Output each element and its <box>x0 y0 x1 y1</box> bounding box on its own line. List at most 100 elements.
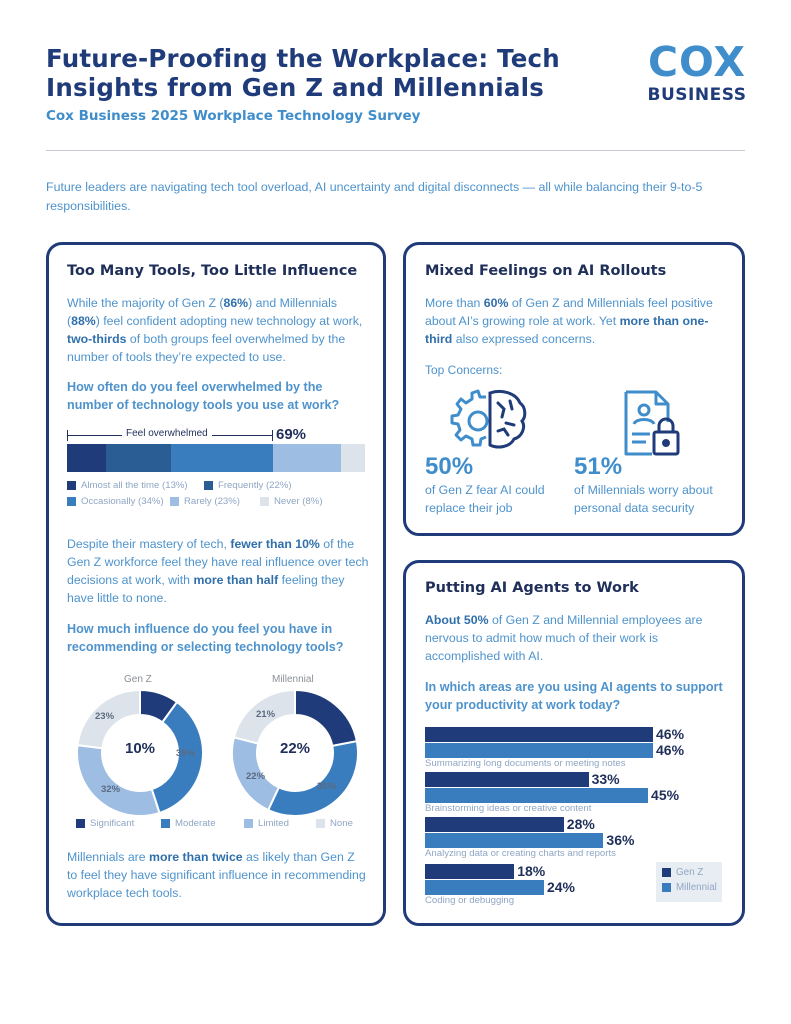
document-lock-icon <box>624 390 680 456</box>
bar-millennial-2 <box>425 833 604 848</box>
card-tools-para2: Despite their mastery of tech, fewer tha… <box>67 535 369 607</box>
t: 86% <box>223 296 249 310</box>
legend-moderate: Moderate <box>161 818 216 829</box>
card-too-many-tools <box>46 242 386 926</box>
t: of Gen Z and Millennial employees are ne… <box>425 613 703 663</box>
bar-category-label: Summarizing long documents or meeting no… <box>425 758 626 769</box>
card-tools-para1: While the majority of Gen Z (86%) and Mi… <box>67 294 367 366</box>
t: of Gen Z and Millennials feel positive a… <box>425 296 713 328</box>
bar-value-label: 33% <box>591 771 620 787</box>
legend-label: Significant <box>90 818 135 829</box>
bar-value-label: 18% <box>517 863 546 879</box>
donut-millennial-label-limited: 22% <box>246 771 266 782</box>
legend-label: Millennial <box>676 882 717 893</box>
donut-genz-label-moderate: 35% <box>176 748 196 759</box>
card-agents-heading: Putting AI Agents to Work <box>425 580 639 596</box>
card-ai-heading: Mixed Feelings on AI Rollouts <box>425 263 667 279</box>
legend-never: Never (8%) <box>260 496 323 507</box>
bar-millennial-3 <box>425 880 544 895</box>
t: fewer than 10% <box>230 537 320 551</box>
t: feeling they have little to none. <box>67 573 345 605</box>
t: ) and Millennials ( <box>67 296 337 328</box>
donut-slice-gen-z-limited <box>76 743 161 817</box>
bar-category-label: Analyzing data or creating charts and re… <box>425 848 616 859</box>
overwhelmed-bracket-right-tick <box>272 430 273 441</box>
t: ) feel confident adopting new technology… <box>95 314 363 328</box>
t: Millennials are <box>67 850 150 864</box>
bar-value-label: 46% <box>656 742 685 758</box>
legend-label: Gen Z <box>676 867 704 878</box>
t: Despite their mastery of tech, <box>67 537 231 551</box>
legend-label: Frequently (22%) <box>218 480 292 491</box>
bar-gen-z-1 <box>425 772 589 787</box>
agents-legend: Gen Z Millennial <box>656 862 722 902</box>
legend-swatch <box>170 497 179 506</box>
page-subtitle: Cox Business 2025 Workplace Technology S… <box>46 108 421 124</box>
bar-value-label: 45% <box>651 787 680 803</box>
legend-swatch <box>204 481 213 490</box>
donut-genz-title: Gen Z <box>124 674 152 685</box>
intro-text: Future leaders are navigating tech tool … <box>46 180 703 213</box>
bar-value-label: 24% <box>546 879 575 895</box>
stat-genz-fear-value: 50% <box>425 453 474 480</box>
legend-frequently: Frequently (22%) <box>204 480 292 491</box>
influence-donut-charts <box>76 688 359 817</box>
stack-segment-2 <box>171 444 273 472</box>
legend-swatch <box>67 497 76 506</box>
stat-genz-fear-text: of Gen Z fear AI could replace their job <box>425 483 545 515</box>
header-divider <box>46 150 745 151</box>
t: of the Gen Z workforce feel they have re… <box>67 537 369 587</box>
legend-swatch <box>316 819 325 828</box>
t: more than half <box>193 573 279 587</box>
stack-segment-0 <box>67 444 106 472</box>
legend-label: None <box>330 818 353 829</box>
card-tools-para3: Millennials are more than twice as likel… <box>67 848 367 902</box>
logo-business-text: BUSINESS <box>647 85 747 105</box>
t: About 50% <box>425 613 489 627</box>
t: more than one-third <box>425 314 709 346</box>
t: More than <box>425 296 484 310</box>
t: two-thirds <box>67 332 127 346</box>
bar-gen-z-0 <box>425 727 653 742</box>
card-ai-para: More than 60% of Gen Z and Millennials f… <box>425 294 727 348</box>
legend-label: Rarely (23%) <box>184 496 240 507</box>
overwhelmed-stacked-bar <box>67 444 365 472</box>
overwhelmed-label: Feel overwhelmed <box>122 428 212 439</box>
question-influence: How much influence do you feel you have … <box>67 622 344 654</box>
stat-millennial-security-value: 51% <box>574 453 623 480</box>
t: also expressed concerns. <box>452 332 596 346</box>
legend-swatch <box>662 883 671 892</box>
card-agents-para: About 50% of Gen Z and Millennial employ… <box>425 611 725 665</box>
donut-millennial-label-moderate: 35% <box>317 781 337 792</box>
bar-value-label: 36% <box>606 832 635 848</box>
stat-millennial-security-text: of Millennials worry about personal data… <box>574 483 713 515</box>
legend-label: Almost all the time (13%) <box>81 480 188 491</box>
card-tools-heading: Too Many Tools, Too Little Influence <box>67 263 358 279</box>
legend-label: Moderate <box>175 818 216 829</box>
legend-millennial: Millennial <box>662 882 722 893</box>
question-ai-agents: In which areas are you using AI agents t… <box>425 680 723 712</box>
donut-genz-center: 10% <box>124 740 156 757</box>
overwhelmed-percent: 69% <box>276 426 307 443</box>
legend-significant: Significant <box>76 818 134 829</box>
bar-category-label: Coding or debugging <box>425 895 515 906</box>
legend-limited: Limited <box>244 818 289 829</box>
donut-slice-millennial-none <box>232 688 296 745</box>
legend-rarely: Rarely (23%) <box>170 496 240 507</box>
bar-value-label: 46% <box>656 726 685 742</box>
donut-millennial-label-none: 21% <box>256 709 276 720</box>
t: 88% <box>71 314 96 328</box>
t: of both groups feel overwhelmed by the n… <box>67 332 346 364</box>
ai-brain-gear-icon <box>450 389 527 449</box>
t: While the majority of Gen Z ( <box>67 296 224 310</box>
legend-swatch <box>662 868 671 877</box>
legend-label: Occasionally (34%) <box>81 496 164 507</box>
t: as likely than Gen Z to feel they have s… <box>67 850 366 900</box>
donut-genz-label-limited: 32% <box>101 784 121 795</box>
legend-swatch <box>67 481 76 490</box>
bar-millennial-1 <box>425 788 649 803</box>
top-concerns-label: Top Concerns: <box>425 363 503 377</box>
legend-label: Limited <box>258 818 289 829</box>
legend-swatch <box>161 819 170 828</box>
logo-cox-text: COX <box>647 38 747 86</box>
